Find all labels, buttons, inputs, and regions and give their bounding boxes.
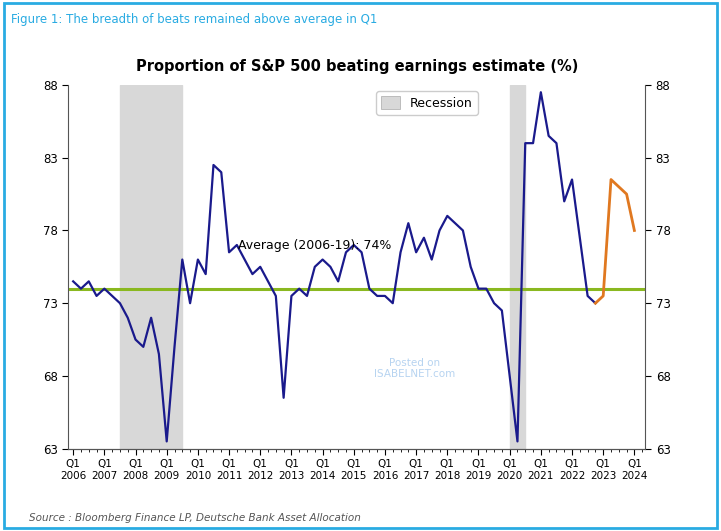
- Bar: [510, 85, 526, 449]
- Text: Source : Bloomberg Finance LP, Deutsche Bank Asset Allocation: Source : Bloomberg Finance LP, Deutsche …: [29, 513, 360, 523]
- Text: Figure 1: The breadth of beats remained above average in Q1: Figure 1: The breadth of beats remained …: [11, 13, 377, 26]
- Title: Proportion of S&P 500 beating earnings estimate (%): Proportion of S&P 500 beating earnings e…: [136, 59, 578, 74]
- Bar: [120, 85, 182, 449]
- Legend: Recession: Recession: [376, 91, 477, 115]
- Text: Average (2006-19): 74%: Average (2006-19): 74%: [239, 239, 392, 252]
- Text: Posted on
ISABELNET.com: Posted on ISABELNET.com: [374, 358, 455, 380]
